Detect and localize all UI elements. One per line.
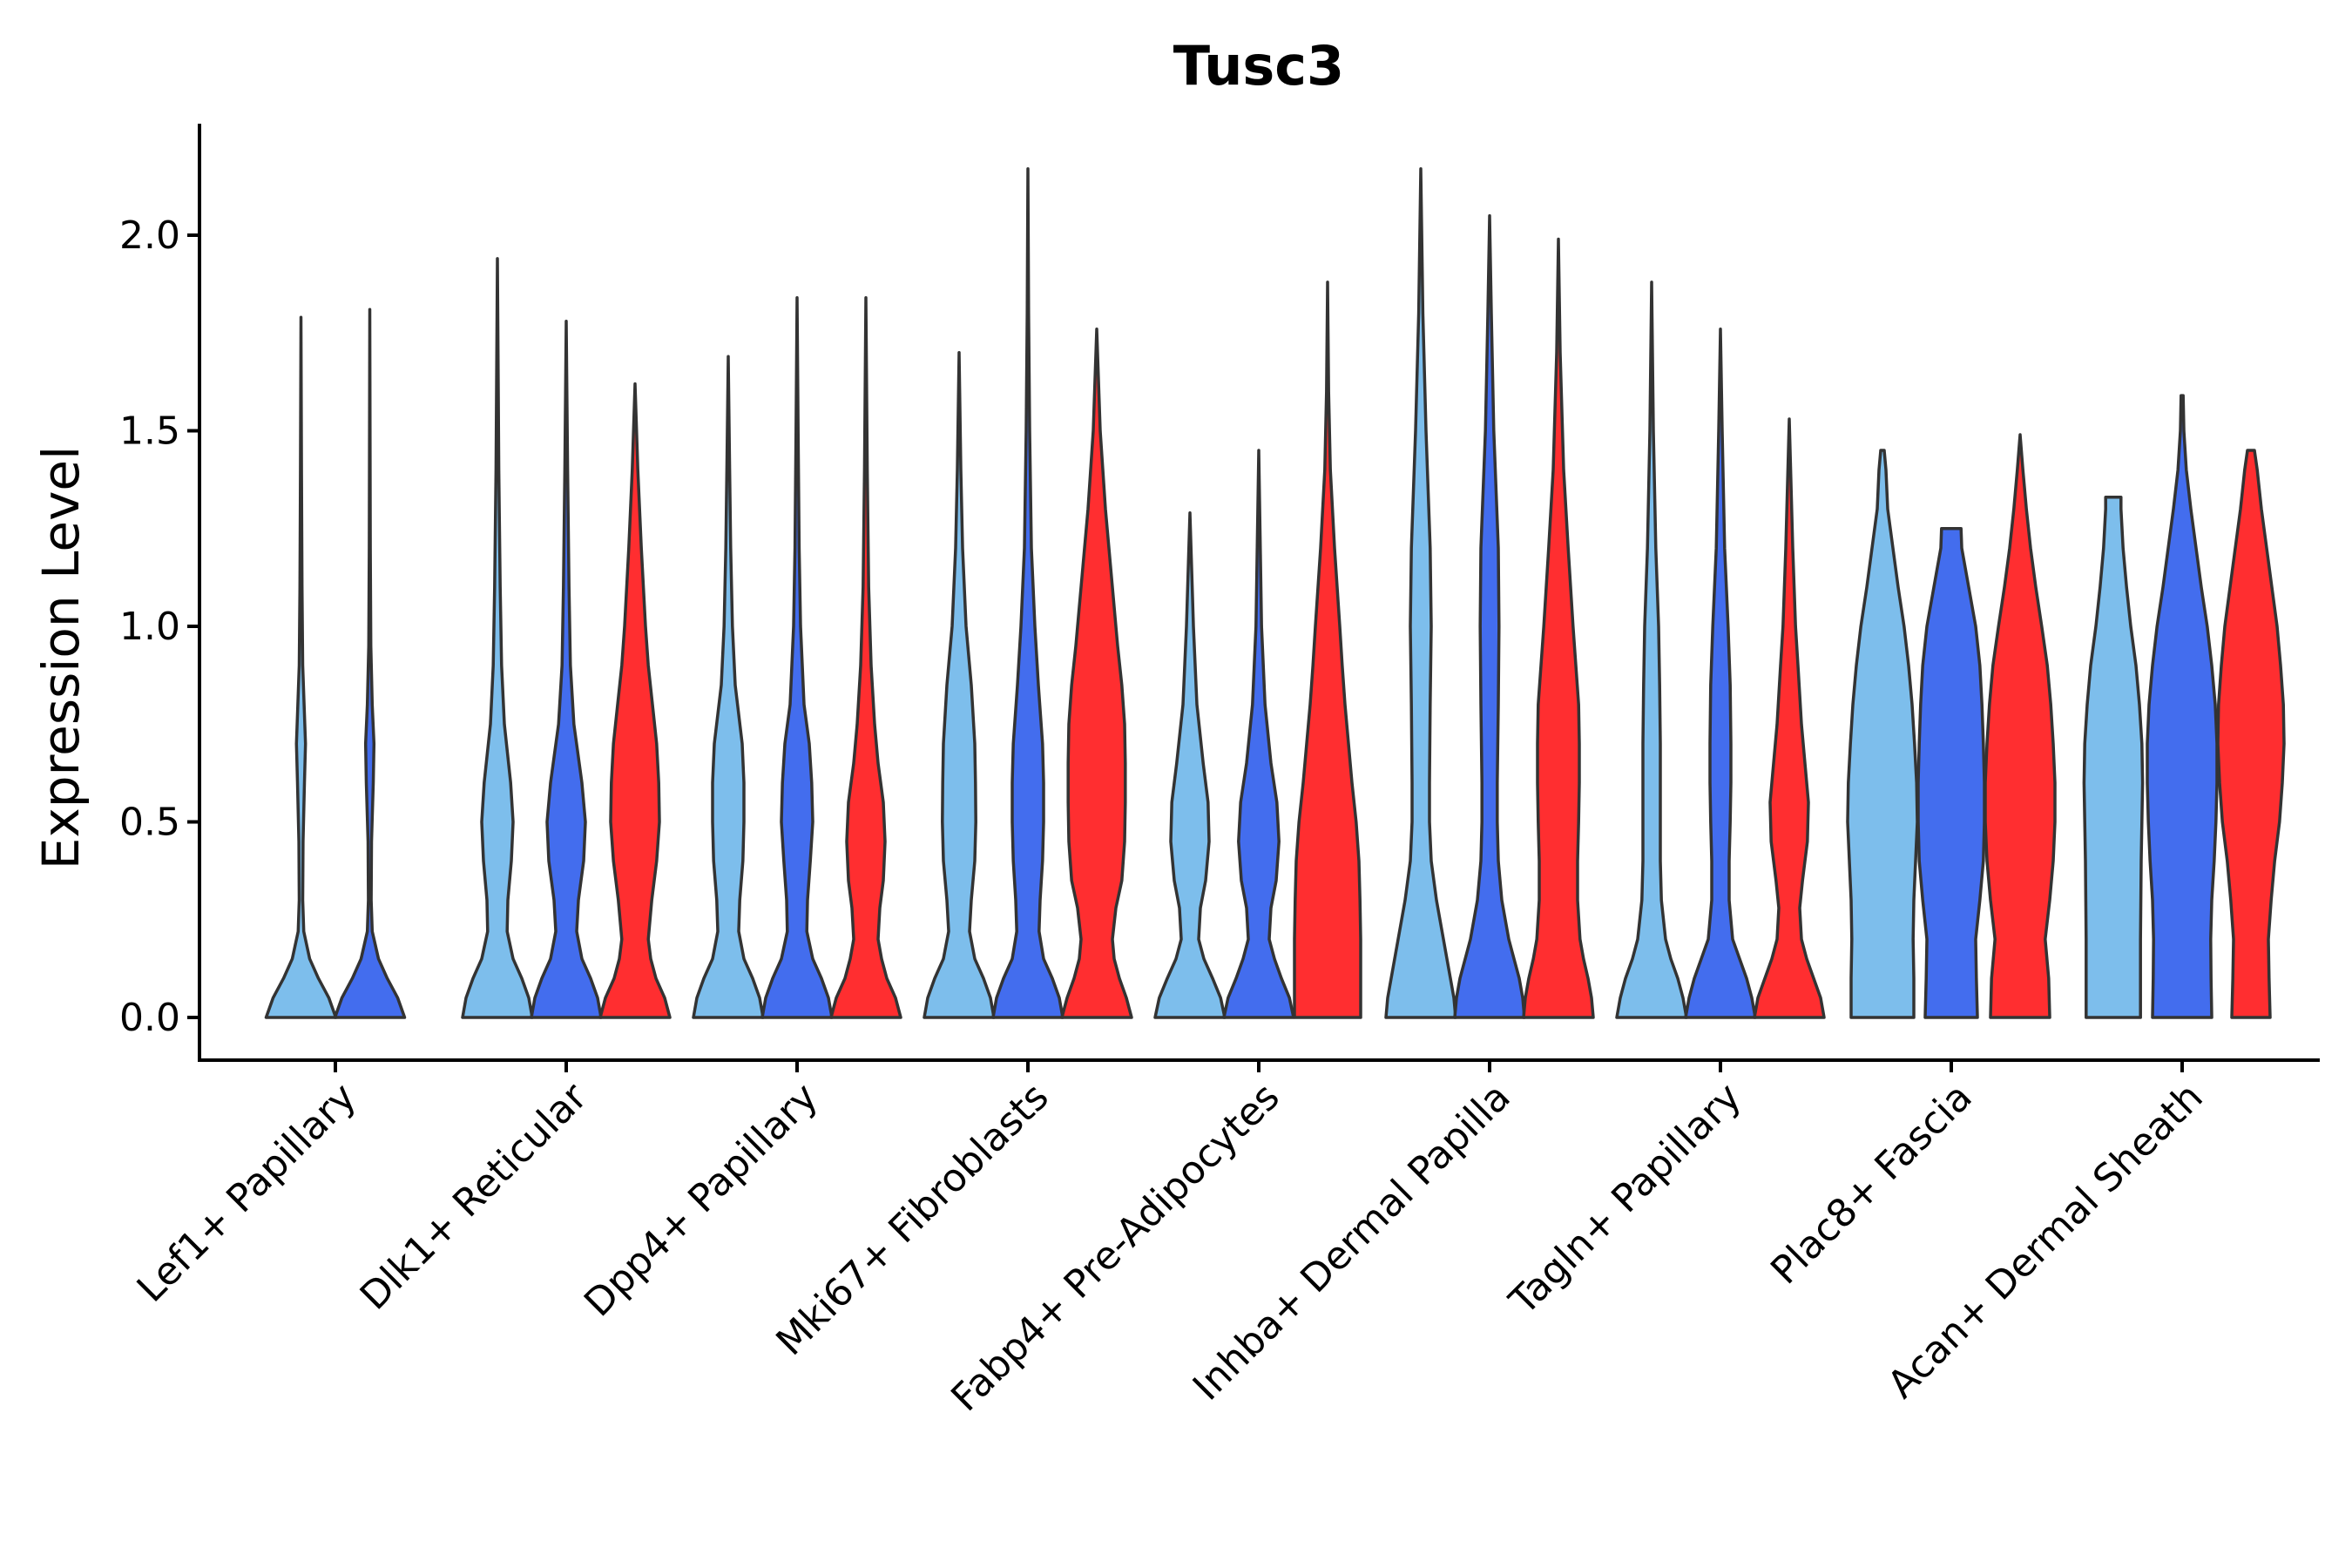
violin-dlk1-reticular-condition-3 [598, 382, 672, 1019]
violin-tagln-papillary-condition-2 [1684, 328, 1757, 1019]
y-tick-label: 0.0 [119, 996, 180, 1040]
violin-mki67-fibroblasts-condition-3 [1060, 328, 1133, 1019]
violin-acan-dermal-sheath-condition-3 [2216, 449, 2286, 1019]
y-tick-label: 1.0 [119, 605, 180, 649]
y-ticks-group: 0.0 0.5 1.0 1.5 2.0 [119, 213, 199, 1040]
violin-mki67-fibroblasts-condition-2 [991, 166, 1064, 1019]
violin-dpp4-papillary-condition-2 [760, 296, 834, 1019]
x-tick-label: Dlk1+ Reticular [352, 1074, 597, 1319]
violin-tagln-papillary-condition-3 [1753, 417, 1826, 1019]
x-tick-label: Lef1+ Papillary [129, 1075, 365, 1311]
y-tick-label: 0.5 [119, 801, 180, 845]
violin-mki67-fibroblasts-condition-1 [923, 350, 996, 1019]
x-tick-label: Dpp4+ Papillary [576, 1075, 827, 1326]
y-tick-label: 2.0 [119, 213, 180, 258]
violin-plac8-fascia-condition-3 [1984, 433, 2057, 1019]
y-tick-label: 1.5 [119, 409, 180, 454]
violin-inhba-dermal-papilla-condition-1 [1384, 166, 1457, 1019]
violin-plac8-fascia-condition-2 [1916, 527, 1986, 1019]
violin-acan-dermal-sheath-condition-2 [2146, 394, 2219, 1019]
violin-dpp4-papillary-condition-3 [829, 296, 902, 1019]
x-tick-label: Tagln+ Papillary [1501, 1075, 1750, 1324]
x-tick-label: Plac8+ Fascia [1762, 1075, 1981, 1294]
violin-fabp4-pre-adipocytes-condition-1 [1153, 511, 1227, 1019]
violin-dlk1-reticular-condition-1 [461, 257, 534, 1019]
violin-acan-dermal-sheath-condition-1 [2082, 496, 2145, 1019]
violin-inhba-dermal-papilla-condition-2 [1453, 213, 1526, 1019]
violin-inhba-dermal-papilla-condition-3 [1522, 237, 1595, 1019]
violin-lef1-papillary-condition-1 [264, 315, 338, 1019]
chart-title: Tusc3 [1173, 34, 1344, 98]
violin-fabp4-pre-adipocytes-condition-3 [1293, 280, 1362, 1019]
violin-lef1-papillary-condition-2 [333, 308, 407, 1019]
violin-dpp4-papillary-condition-1 [692, 355, 765, 1019]
y-axis-label: Expression Level [31, 446, 91, 869]
violins-group [264, 166, 2286, 1019]
violin-dlk1-reticular-condition-2 [530, 320, 603, 1019]
violin-tagln-papillary-condition-1 [1615, 280, 1688, 1019]
violin-plac8-fascia-condition-1 [1846, 449, 1919, 1019]
violin-fabp4-pre-adipocytes-condition-2 [1222, 449, 1295, 1019]
